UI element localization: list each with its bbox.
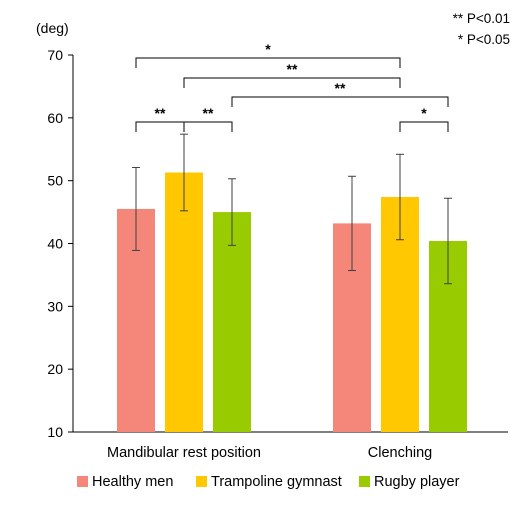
y-tick-label: 50 <box>47 173 63 189</box>
legend: Healthy men Trampoline gymnast Rugby playe… <box>77 474 460 490</box>
legend-swatch <box>359 476 370 487</box>
legend-swatch <box>77 476 88 487</box>
significance-bracket <box>135 121 185 132</box>
category-label: Clenching <box>368 445 433 461</box>
y-ticks: 10 20 30 40 50 60 70 <box>47 47 73 440</box>
bar <box>213 212 251 432</box>
bar <box>165 172 203 432</box>
significance-bracket <box>231 96 449 107</box>
significance-label: * <box>265 41 271 57</box>
significance-label: ** <box>287 61 298 77</box>
error-bars <box>132 133 452 285</box>
y-tick-label: 20 <box>47 361 63 377</box>
significance-label: ** <box>335 80 346 96</box>
y-tick-label: 10 <box>47 424 63 440</box>
significance-label: * <box>421 105 427 121</box>
significance-note-2: * P<0.05 <box>458 32 510 47</box>
legend-label: Healthy men <box>92 474 173 490</box>
significance-note-1: ** P<0.01 <box>453 11 510 26</box>
category-labels: Mandibular rest position Clenching <box>107 445 432 461</box>
legend-label: Trampoline gymnast <box>211 474 342 490</box>
significance-bracket <box>183 77 401 88</box>
significance-bracket <box>183 121 233 132</box>
significance-label: ** <box>155 105 166 121</box>
category-label: Mandibular rest position <box>107 445 261 461</box>
bars <box>117 172 467 432</box>
y-tick-label: 70 <box>47 47 63 63</box>
y-tick-label: 30 <box>47 298 63 314</box>
significance-label: ** <box>203 105 214 121</box>
y-tick-label: 40 <box>47 236 63 252</box>
legend-label: Rugby player <box>374 474 460 490</box>
legend-swatch <box>196 476 207 487</box>
y-tick-label: 60 <box>47 110 63 126</box>
y-unit-label: (deg) <box>36 20 69 36</box>
significance-bracket <box>135 57 401 68</box>
significance-brackets: ******* ** * <box>135 41 449 132</box>
significance-bracket <box>399 121 449 132</box>
